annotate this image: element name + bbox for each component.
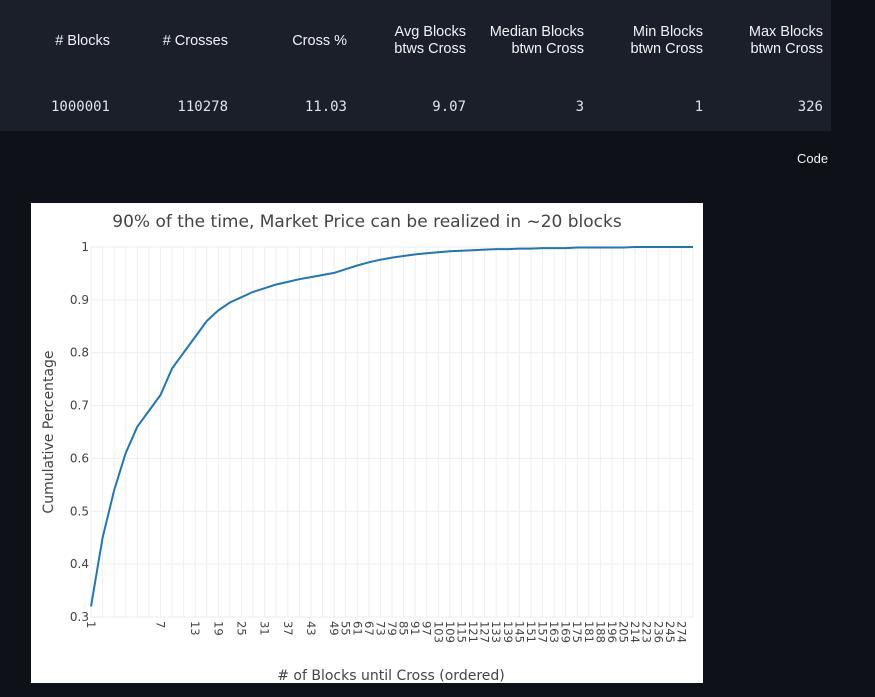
- header-cross-percent: Cross %: [292, 32, 347, 49]
- y-axis-label: Cumulative Percentage: [41, 350, 57, 513]
- chart-svg: 0.3 0.4 0.5 0.6 0.7 0.8 0.9 1 1 7 13 19 25 31 37 43 4955…: [41, 212, 694, 683]
- x-tick-label: 274: [674, 621, 688, 643]
- y-tick-label: 0.8: [70, 346, 89, 360]
- x-tick-label: 157: [536, 621, 550, 643]
- y-tick-label: 0.6: [70, 451, 89, 465]
- code-toggle-button[interactable]: Code: [797, 151, 829, 166]
- x-tick-label: 85: [397, 621, 411, 636]
- x-tick-label: 245: [663, 621, 677, 643]
- header-blocks: # Blocks: [55, 32, 110, 49]
- x-tick-label: 103: [431, 621, 445, 643]
- value-max-blocks: 326: [797, 98, 823, 115]
- x-tick-label: 175: [570, 621, 584, 643]
- value-blocks: 1000001: [50, 98, 110, 115]
- stats-header-row: # Blocks # Crosses Cross % Avg Blocks btw…: [0, 0, 831, 82]
- x-tick-label: 163: [547, 621, 561, 643]
- x-axis-label: # of Blocks until Cross (ordered): [277, 668, 504, 683]
- value-median-blocks: 3: [575, 98, 584, 115]
- x-tick-label: 214: [628, 621, 642, 643]
- y-tick-label: 0.9: [70, 293, 89, 307]
- x-tick-label: 109: [443, 621, 457, 643]
- x-tick-label: 145: [512, 621, 526, 643]
- x-tick-label: 1: [84, 621, 98, 628]
- value-avg-blocks: 9.07: [432, 98, 466, 115]
- y-tick-label: 1: [81, 240, 89, 254]
- x-tick-label: 25: [235, 621, 249, 636]
- y-tick-label: 0.3: [70, 610, 89, 624]
- x-tick-label: 169: [559, 621, 573, 643]
- header-median-blocks: Median Blocks btwn Cross: [489, 24, 584, 57]
- header-min-blocks: Min Blocks btwn Cross: [630, 24, 703, 57]
- x-tick-label: 67: [362, 621, 376, 636]
- x-tick-label: 7: [153, 621, 167, 628]
- x-tick-label: 139: [501, 621, 515, 643]
- x-tick-label: 115: [454, 621, 468, 643]
- value-cross-percent: 11.03: [304, 98, 347, 115]
- x-tick-label: 188: [593, 621, 607, 643]
- y-tick-label: 0.5: [70, 504, 89, 518]
- x-tick-label: 151: [524, 621, 538, 643]
- x-tick-label: 97: [420, 621, 434, 636]
- x-tick-label: 61: [350, 621, 364, 636]
- x-tick-label: 181: [582, 621, 596, 643]
- x-tick-label: 37: [281, 621, 295, 636]
- x-tick-label: 43: [304, 621, 318, 636]
- x-tick-label: 133: [489, 621, 503, 643]
- x-tick-label: 73: [373, 621, 387, 636]
- x-tick-label: 236: [651, 621, 665, 643]
- x-tick-label: 19: [211, 621, 225, 636]
- x-tick-label: 91: [408, 621, 422, 636]
- x-tick-label: 49: [327, 621, 341, 636]
- x-tick-label: 121: [466, 621, 480, 643]
- y-tick-label: 0.4: [70, 557, 89, 571]
- y-tick-label: 0.7: [70, 399, 89, 413]
- value-min-blocks: 1: [694, 98, 703, 115]
- x-tick-label: 196: [605, 621, 619, 643]
- x-tick-label: 31: [258, 621, 272, 636]
- stats-table: # Blocks # Crosses Cross % Avg Blocks btw…: [0, 0, 831, 131]
- header-crosses: # Crosses: [162, 32, 228, 49]
- x-tick-label: 205: [617, 621, 631, 643]
- x-tick-label: 223: [640, 621, 654, 643]
- x-tick-label: 79: [385, 621, 399, 636]
- header-max-blocks: Max Blocks btwn Cross: [748, 24, 823, 57]
- header-avg-blocks: Avg Blocks btws Cross: [394, 24, 466, 57]
- x-tick-label: 55: [339, 621, 353, 636]
- x-tick-label: 127: [478, 621, 492, 643]
- series-line: [90, 246, 693, 607]
- value-crosses: 110278: [177, 98, 228, 115]
- cumulative-chart: 0.3 0.4 0.5 0.6 0.7 0.8 0.9 1 1 7 13 19 25 31 37 43 49 55…: [31, 203, 703, 683]
- x-tick-label: 13: [188, 621, 202, 636]
- chart-title: 90% of the time, Market Price can be rea…: [112, 212, 622, 232]
- stats-value-row: 1000001 110278 11.03 9.07 3 1 326: [0, 82, 831, 149]
